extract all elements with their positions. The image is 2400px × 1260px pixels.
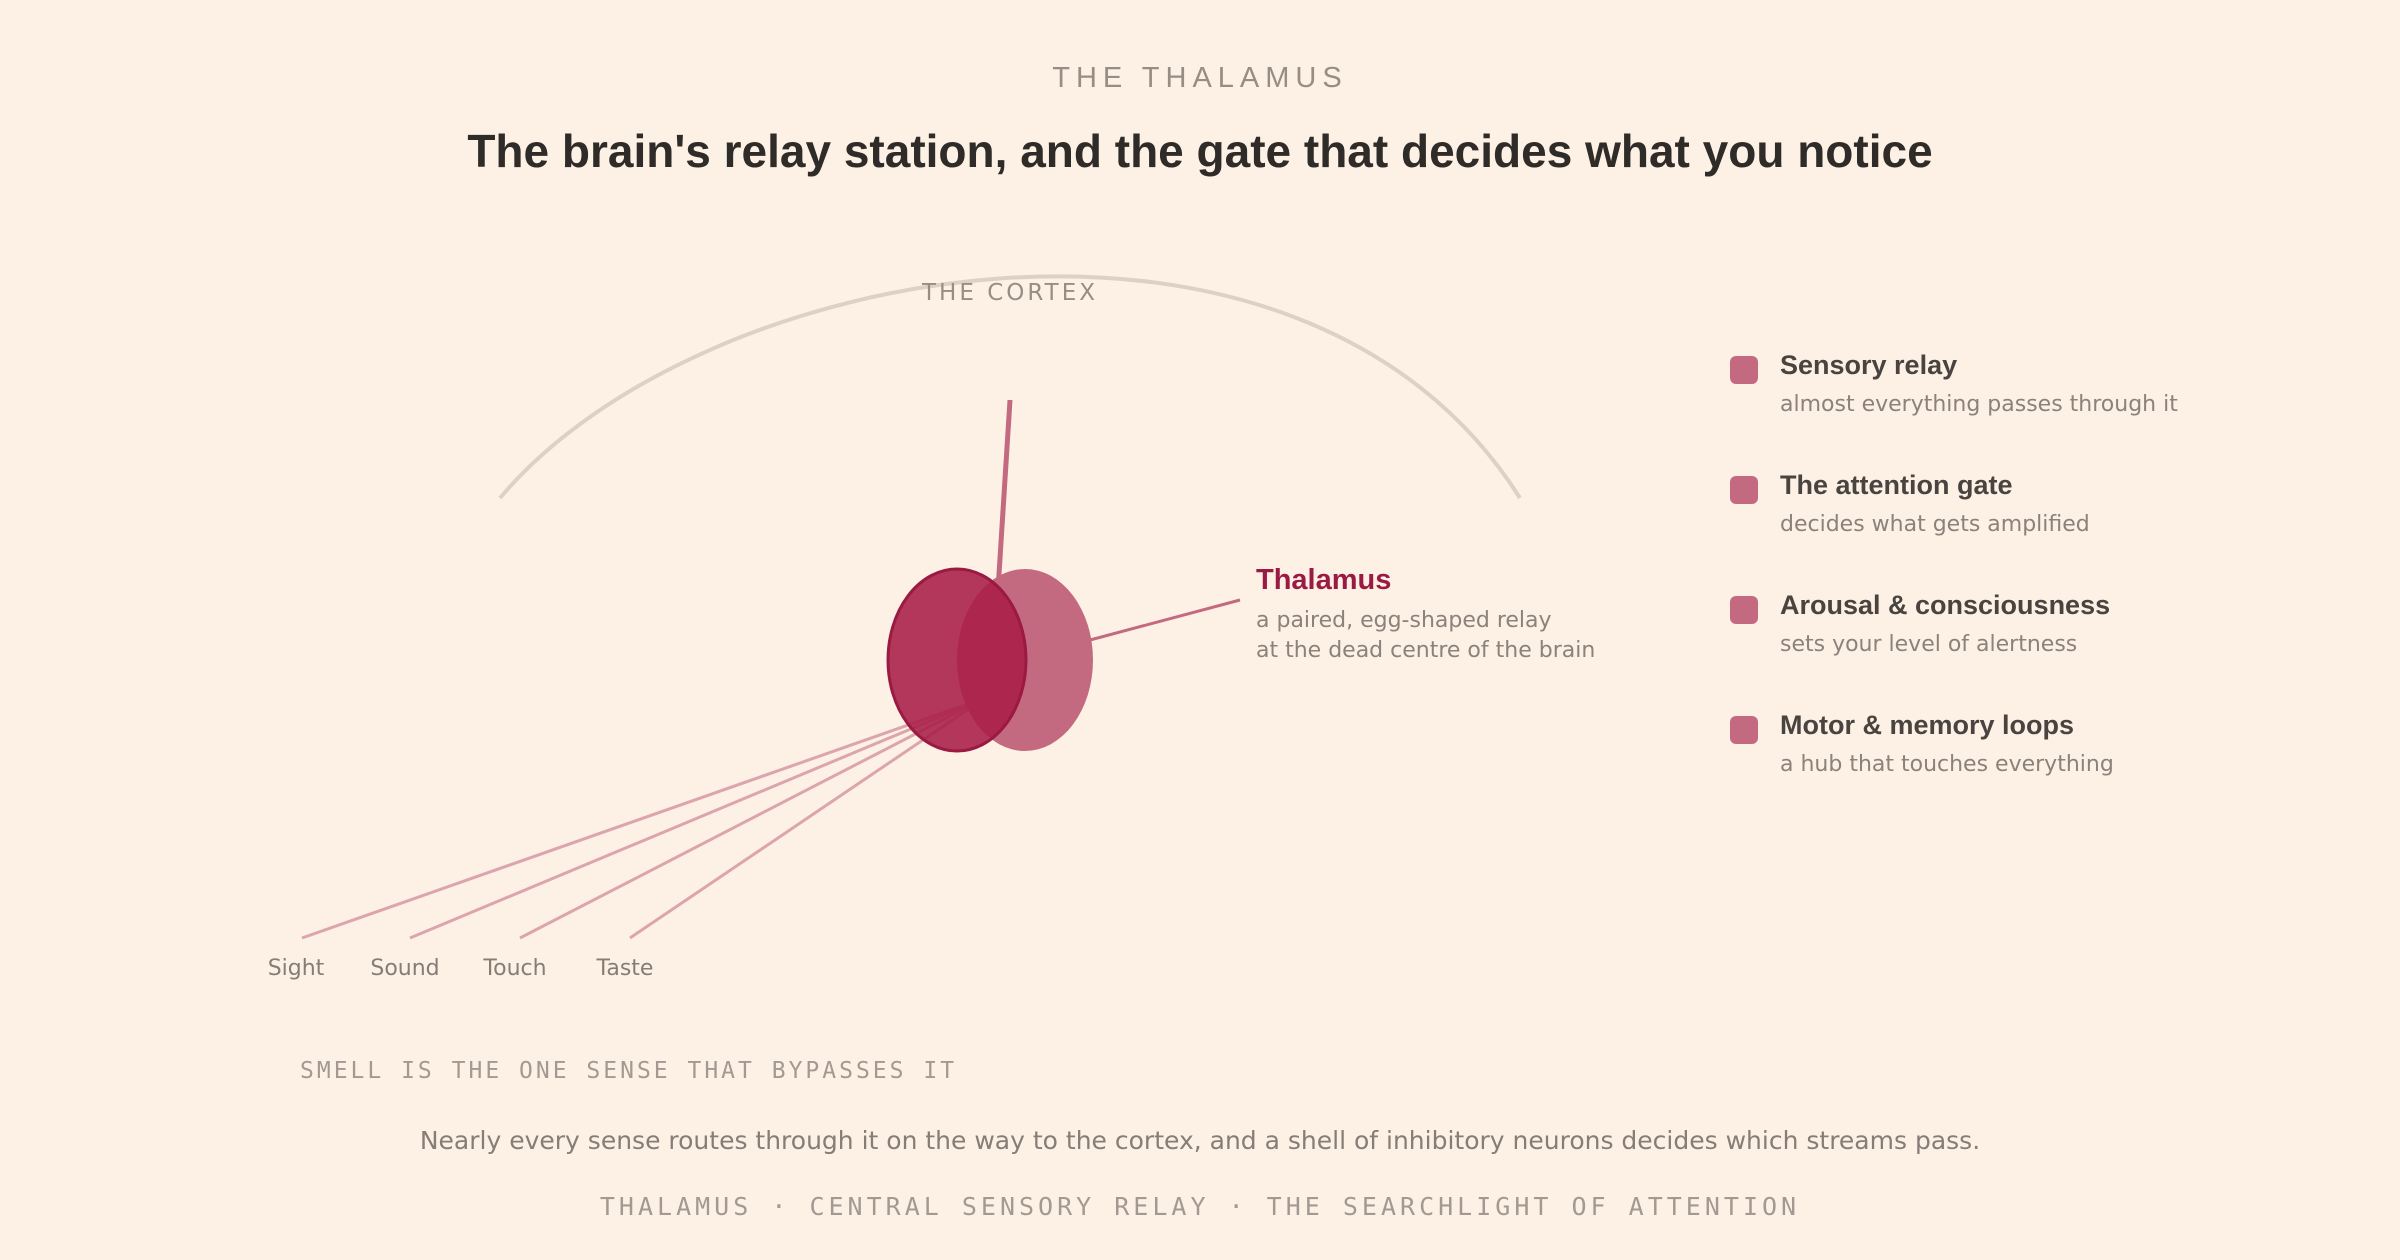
cortex-arc <box>498 274 1522 500</box>
legend-subtitle: sets your level of alertness <box>1780 632 2078 657</box>
legend-swatch <box>1730 356 1758 384</box>
cortex-label: THE CORTEX <box>921 280 1098 306</box>
legend-title: Sensory relay <box>1780 350 1958 380</box>
legend-title: Motor & memory loops <box>1780 710 2075 740</box>
page-title: The brain's relay station, and the gate … <box>467 125 1933 177</box>
thalamus-title: Thalamus <box>1256 564 1392 596</box>
thalamus-pointer <box>1089 598 1241 642</box>
legend-swatch <box>1730 596 1758 624</box>
legend-title: The attention gate <box>1780 470 2013 500</box>
legend-subtitle: decides what gets amplified <box>1780 512 2090 537</box>
pathway-touch <box>519 696 986 940</box>
legend-title: Arousal & consciousness <box>1780 590 2111 620</box>
cortex-projection <box>995 399 1013 591</box>
thalamus-desc-line2: at the dead centre of the brain <box>1256 638 1596 663</box>
thalamus-desc-line1: a paired, egg-shaped relay <box>1256 608 1552 633</box>
legend-swatch <box>1730 476 1758 504</box>
pathway-sound <box>409 696 986 940</box>
eyebrow: THE THALAMUS <box>1052 62 1348 94</box>
legend-subtitle: a hub that touches everything <box>1780 752 2114 777</box>
sense-label-touch: Touch <box>482 956 546 981</box>
thalamus-lobe-left <box>886 567 1028 753</box>
pathway-sight <box>301 696 986 940</box>
legend-subtitle: almost everything passes through it <box>1780 392 2178 417</box>
caption: Nearly every sense routes through it on … <box>419 1126 1981 1155</box>
sensory-pathways <box>301 696 986 940</box>
legend-swatch <box>1730 716 1758 744</box>
sense-label-taste: Taste <box>596 956 654 981</box>
sense-label-sight: Sight <box>268 956 325 981</box>
smell-note: SMELL IS THE ONE SENSE THAT BYPASSES IT <box>300 1058 958 1084</box>
sense-label-sound: Sound <box>370 956 439 981</box>
thalamus-description: a paired, egg-shaped relay at the dead c… <box>1256 606 1595 666</box>
footer: THALAMUS · CENTRAL SENSORY RELAY · THE S… <box>599 1192 1801 1221</box>
